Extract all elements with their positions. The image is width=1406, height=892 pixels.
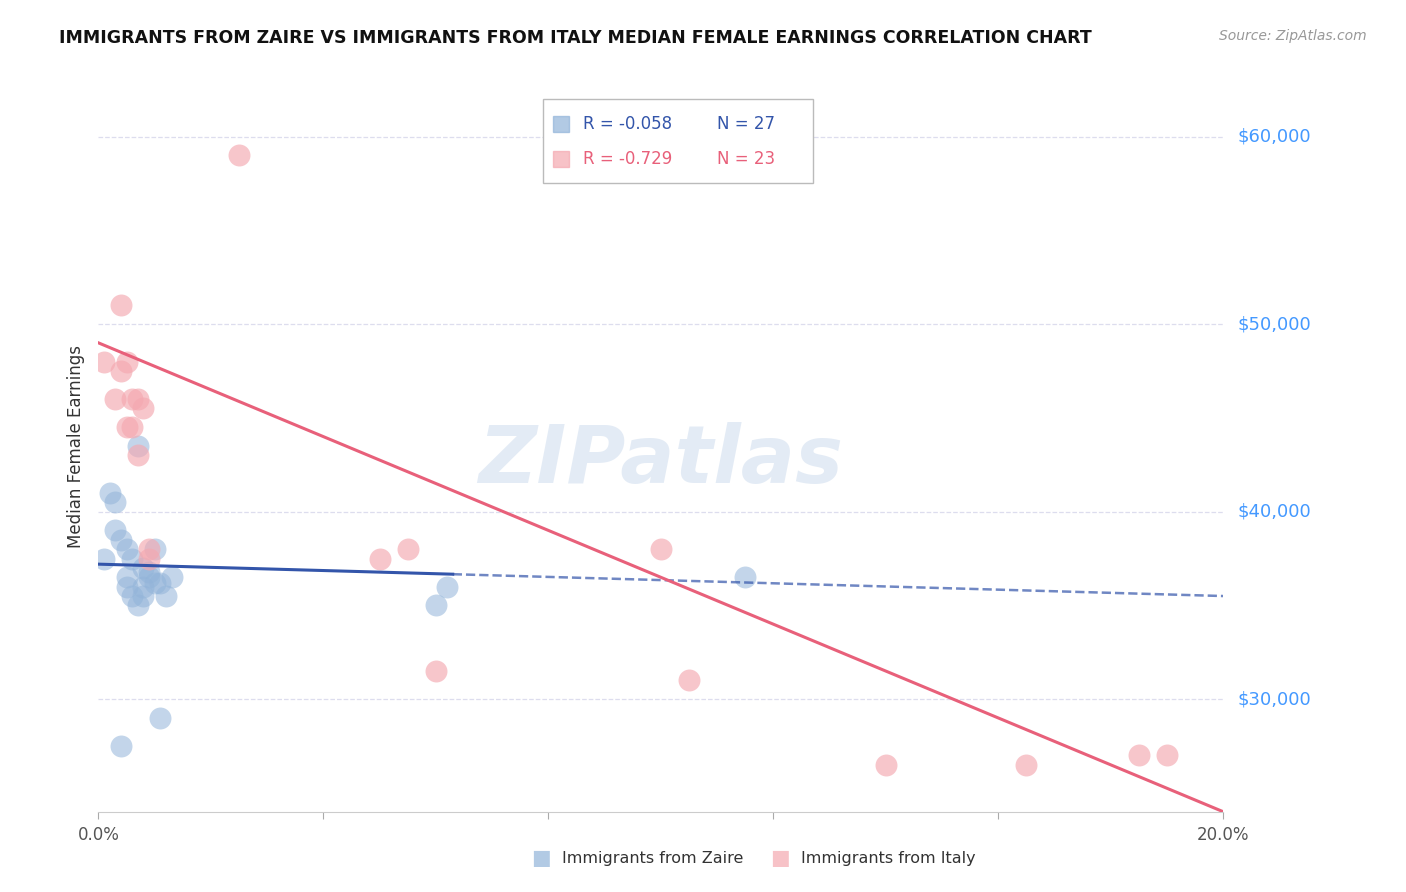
Point [132, 589, 155, 603]
Point [138, 542, 160, 557]
Text: $60,000: $60,000 [1237, 128, 1310, 145]
Point [143, 542, 166, 557]
Point [149, 711, 172, 725]
Point [121, 551, 143, 566]
Point [110, 533, 132, 547]
Point [650, 542, 672, 557]
Text: N = 27: N = 27 [717, 115, 775, 133]
Text: IMMIGRANTS FROM ZAIRE VS IMMIGRANTS FROM ITALY MEDIAN FEMALE EARNINGS CORRELATIO: IMMIGRANTS FROM ZAIRE VS IMMIGRANTS FROM… [59, 29, 1092, 46]
Point [93, 551, 115, 566]
Point [138, 570, 160, 584]
Point [104, 392, 127, 406]
Text: Immigrants from Italy: Immigrants from Italy [801, 851, 976, 865]
Point [110, 739, 132, 753]
Point [98, 486, 121, 500]
Point [143, 575, 166, 590]
Point [132, 401, 155, 416]
Text: $30,000: $30,000 [1237, 690, 1310, 708]
Point [121, 589, 143, 603]
Point [93, 354, 115, 368]
Text: ■: ■ [770, 848, 790, 868]
Point [127, 449, 149, 463]
Point [396, 542, 419, 557]
Text: $50,000: $50,000 [1237, 315, 1310, 333]
Point [425, 664, 447, 678]
Point [104, 495, 127, 509]
Point [110, 298, 132, 312]
Point [115, 542, 138, 557]
Point [1128, 748, 1150, 763]
Text: $40,000: $40,000 [1237, 503, 1310, 521]
Point [121, 420, 143, 434]
Point [127, 392, 149, 406]
Point [155, 589, 177, 603]
Point [121, 392, 143, 406]
Point [115, 354, 138, 368]
Point [160, 570, 183, 584]
Point [425, 599, 447, 613]
Text: ■: ■ [531, 848, 551, 868]
Text: R = -0.729: R = -0.729 [583, 150, 672, 168]
Point [132, 561, 155, 575]
Text: N = 23: N = 23 [717, 150, 775, 168]
Point [115, 580, 138, 594]
Point [734, 570, 756, 584]
Point [1015, 757, 1038, 772]
FancyBboxPatch shape [543, 99, 813, 183]
Point [875, 757, 897, 772]
Text: Source: ZipAtlas.com: Source: ZipAtlas.com [1219, 29, 1367, 43]
Text: R = -0.058: R = -0.058 [583, 115, 672, 133]
Y-axis label: Median Female Earnings: Median Female Earnings [66, 344, 84, 548]
Point [115, 420, 138, 434]
Text: Immigrants from Zaire: Immigrants from Zaire [562, 851, 744, 865]
Text: ZIPatlas: ZIPatlas [478, 422, 844, 500]
Point [436, 580, 458, 594]
Point [127, 439, 149, 453]
Point [127, 599, 149, 613]
Point [228, 148, 250, 162]
Point [132, 580, 155, 594]
Point [115, 570, 138, 584]
Point [678, 673, 700, 688]
Point [149, 575, 172, 590]
Point [1156, 748, 1178, 763]
Point [368, 551, 391, 566]
Point [138, 565, 160, 579]
Point [138, 551, 160, 566]
Point [110, 364, 132, 378]
Point [104, 524, 127, 538]
